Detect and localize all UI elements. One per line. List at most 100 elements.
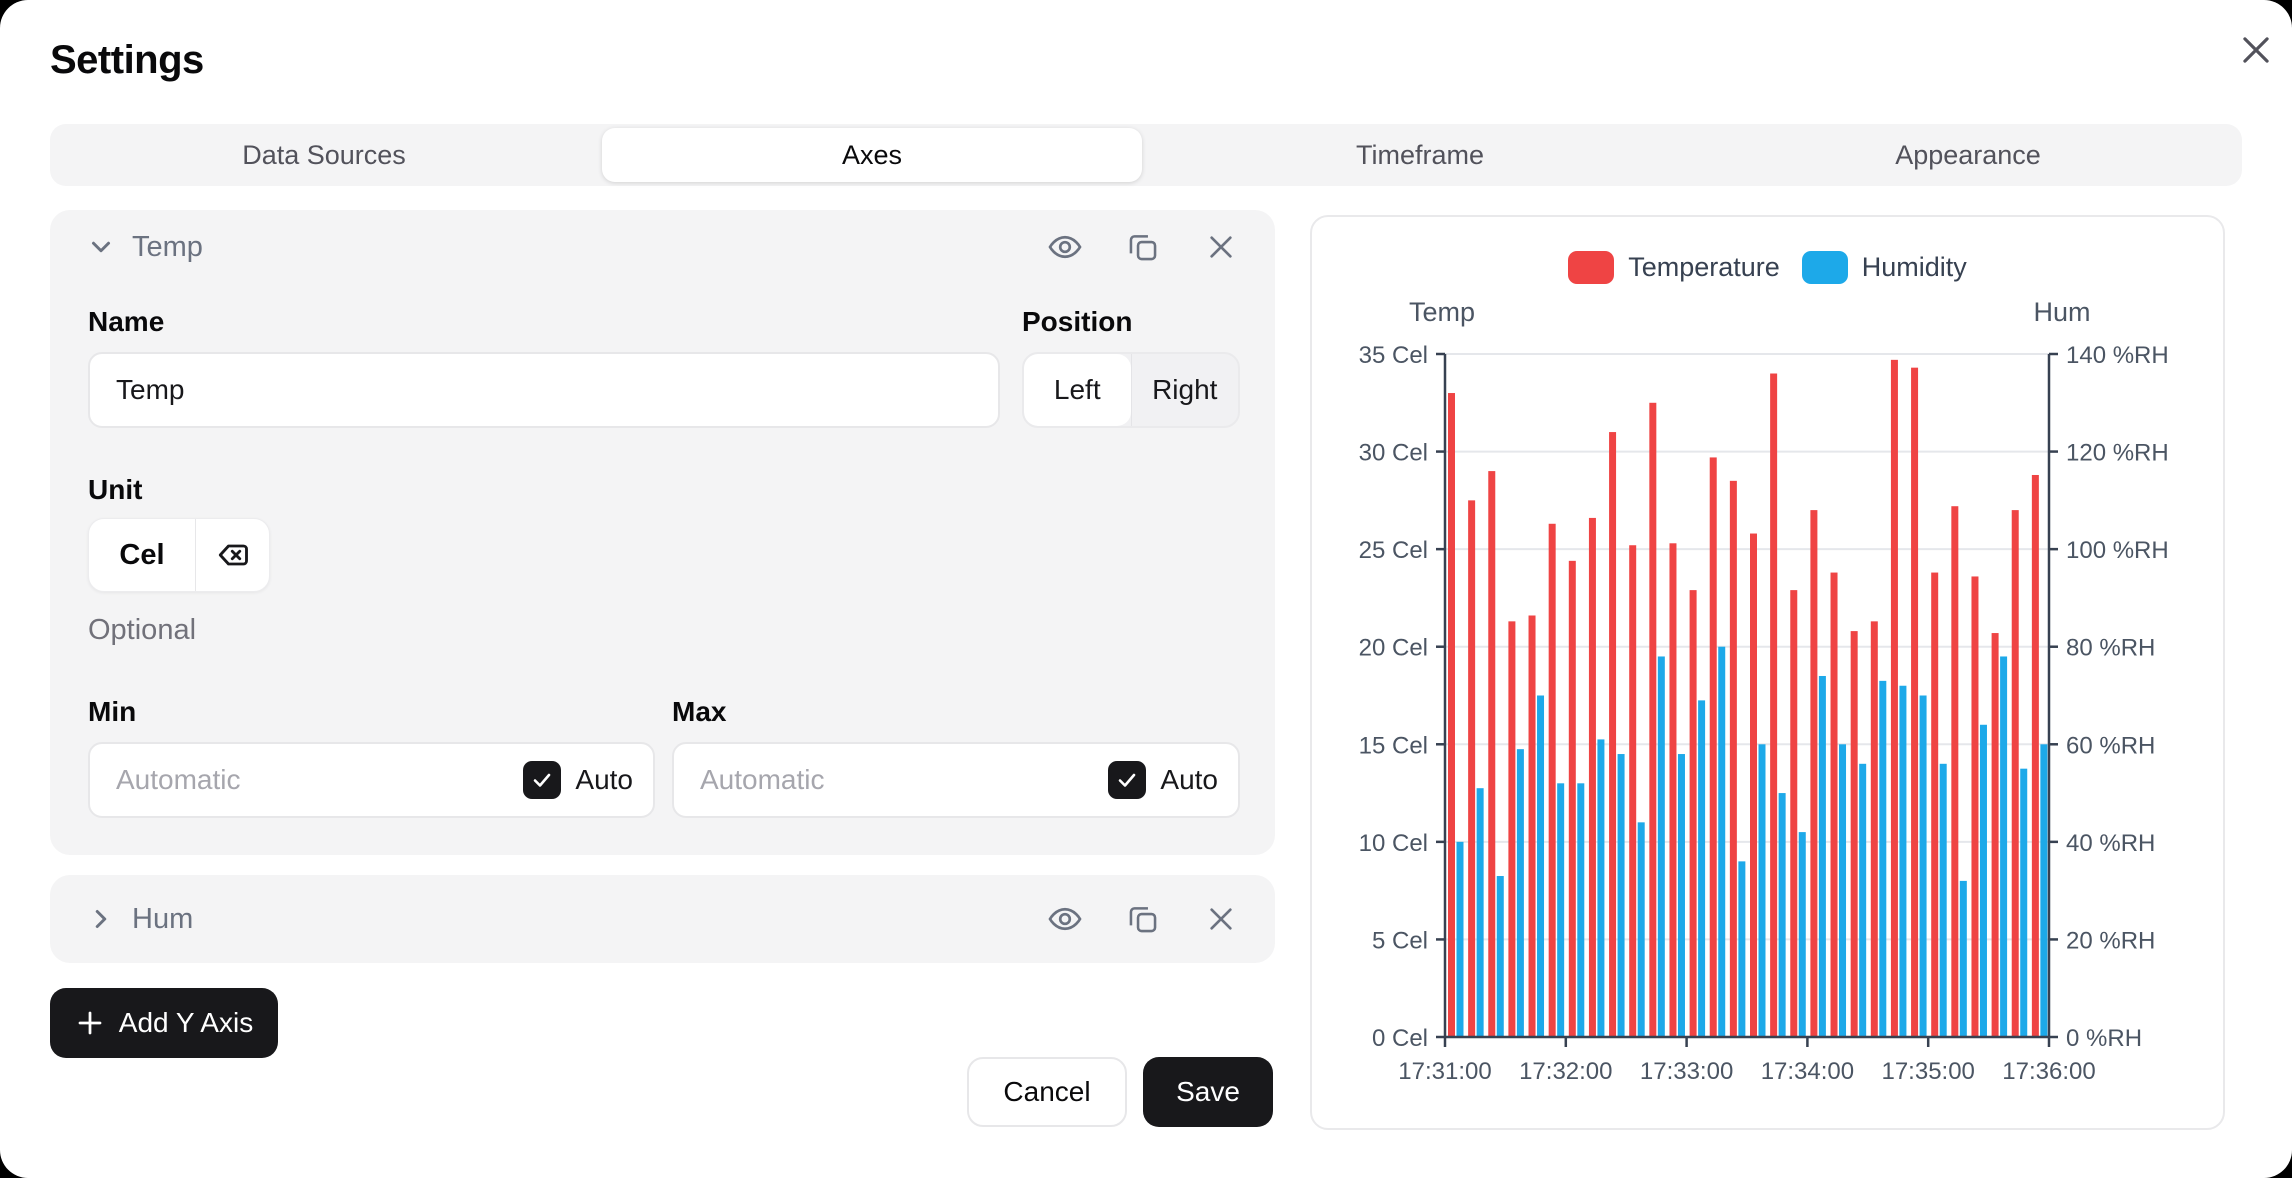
x-tick-label: 17:32:00 [1519,1058,1612,1085]
tab-axes[interactable]: Axes [602,128,1142,182]
x-tick-label: 17:34:00 [1761,1058,1854,1085]
legend-item-humidity: Humidity [1801,251,1967,284]
left-tick-label: 20 Cel [1359,635,1428,662]
temperature-swatch [1568,251,1615,284]
close-button[interactable] [2230,24,2282,76]
legend-item-temperature: Temperature [1568,251,1780,284]
temperature-bar [1528,615,1536,1037]
chevron-down-icon [92,241,110,253]
left-tick-label: 30 Cel [1359,440,1428,467]
humidity-bar [1657,656,1665,1037]
temperature-bar [1448,393,1455,1037]
humidity-bar [1758,744,1766,1037]
right-tick-label: 0 %RH [2066,1025,2142,1052]
position-label: Position [1022,306,1133,337]
chart-legend: Temperature Humidity [1312,251,2223,284]
temperature-bar [1951,506,1959,1038]
temperature-bar [1669,543,1677,1037]
left-tick-label: 25 Cel [1359,537,1428,564]
max-input-group: Auto [672,742,1240,818]
humidity-bar [1677,754,1685,1037]
right-tick-label: 120 %RH [2066,440,2169,467]
min-auto-checkbox[interactable] [523,761,562,799]
humidity-bar [1496,876,1504,1037]
hum-duplicate-button[interactable] [1123,899,1163,939]
temperature-bar [1810,510,1818,1037]
copy-icon [1129,907,1157,933]
save-button[interactable]: Save [1143,1057,1273,1127]
right-tick-label: 20 %RH [2066,927,2155,954]
humidity-bar [1979,724,1987,1037]
temperature-bar [1931,572,1939,1037]
temperature-bar [2011,510,2019,1037]
temp-duplicate-button[interactable] [1123,227,1163,267]
x-icon [1210,908,1232,930]
add-y-axis-label: Add Y Axis [118,1007,254,1038]
right-tick-label: 40 %RH [2066,830,2155,857]
chart-canvas: 0 Cel 5 Cel 10 Cel 15 Cel 20 Cel 25 Cel 30 Cel… [1359,342,2169,1085]
x-tick-label: 17:33:00 [1640,1058,1733,1085]
left-tick-label: 15 Cel [1359,732,1428,759]
min-input[interactable] [90,744,524,816]
humidity-bar [1959,880,1967,1037]
temp-visibility-button[interactable] [1045,227,1085,267]
temperature-bar [1588,517,1596,1037]
left-tick-label: 5 Cel [1372,927,1428,954]
humidity-bar [2020,768,2028,1037]
max-input[interactable] [674,744,1109,816]
name-input[interactable] [88,352,1000,428]
unit-optional-hint: Optional [88,614,197,646]
humidity-bar [1899,685,1907,1037]
temperature-bar [1870,621,1878,1037]
unit-value-button[interactable]: Cel [119,538,165,571]
name-label: Name [88,306,165,337]
temperature-bar [1649,402,1657,1037]
temp-remove-button[interactable] [1201,227,1241,267]
tab-data-sources[interactable]: Data Sources [242,139,406,170]
legend-label-temperature: Temperature [1628,252,1780,282]
right-tick-label: 100 %RH [2066,537,2169,564]
x-tick-label: 17:35:00 [1881,1058,1974,1085]
temp-axis-title: Temp [132,230,203,263]
humidity-bar [1718,646,1726,1037]
unit-label: Unit [88,474,143,505]
cancel-button[interactable]: Cancel [967,1057,1127,1127]
chart-preview-card: Temperature Humidity Temp Hum 0 Cel 5 Cel… [1310,215,2225,1130]
close-icon [2243,37,2269,63]
temperature-bar [1709,457,1717,1037]
temp-axis-card: Temp Name Position Left Right Unit Cel [50,210,1275,855]
temperature-bar [1830,572,1838,1037]
max-auto-checkbox[interactable] [1108,761,1147,799]
tab-appearance[interactable]: Appearance [1895,139,2041,170]
min-auto-label: Auto [575,764,633,795]
x-tick-label: 17:36:00 [2002,1058,2095,1085]
temperature-bar [1609,432,1617,1037]
add-y-axis-button[interactable]: Add Y Axis [50,988,278,1058]
hum-visibility-button[interactable] [1045,899,1085,939]
humidity-bar [1859,763,1867,1037]
legend-label-humidity: Humidity [1861,252,1967,282]
unit-clear-button[interactable] [195,519,269,591]
left-tick-label: 0 Cel [1372,1025,1428,1052]
temperature-bar [1790,590,1798,1037]
x-icon [1210,236,1232,258]
humidity-bar [1818,675,1826,1037]
humidity-bar [2040,744,2048,1037]
check-icon [1119,773,1136,787]
humidity-bar [1637,822,1645,1037]
position-right-option[interactable]: Right [1130,354,1239,426]
position-left-option[interactable]: Left [1024,354,1131,426]
humidity-bar [1617,754,1625,1037]
plus-icon [78,1011,102,1035]
check-icon [534,773,551,787]
hum-remove-button[interactable] [1201,899,1241,939]
eye-icon [1048,235,1082,259]
hum-axis-card: Hum [50,875,1275,963]
humidity-bar [1537,695,1545,1037]
temperature-bar [1568,560,1576,1037]
humidity-bar [1798,832,1806,1037]
temperature-bar [1629,545,1637,1037]
temp-axis-header[interactable]: Temp [86,210,203,284]
hum-axis-header[interactable]: Hum [86,875,193,963]
tab-timeframe[interactable]: Timeframe [1355,139,1484,170]
